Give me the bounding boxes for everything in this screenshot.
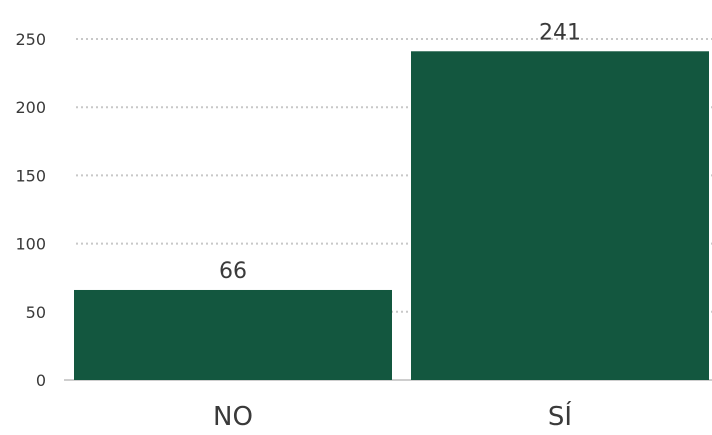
bar-sí <box>411 51 709 380</box>
data-label-sí: 241 <box>539 20 581 45</box>
category-label-no: NO <box>213 402 253 432</box>
y-axis: 0 50 100 150 200 250 <box>15 30 46 390</box>
y-tick-label-250: 250 <box>15 30 46 49</box>
y-tick-label-50: 50 <box>26 303 46 322</box>
data-labels: 66 241 <box>219 20 581 284</box>
y-tick-label-150: 150 <box>15 166 46 185</box>
y-tick-label-200: 200 <box>15 98 46 117</box>
category-label-sí: SÍ <box>548 400 572 432</box>
x-axis: NO SÍ <box>213 400 572 432</box>
y-tick-label-100: 100 <box>15 235 46 254</box>
bar-no <box>74 289 392 380</box>
data-label-no: 66 <box>219 259 247 284</box>
bars <box>74 51 709 380</box>
y-tick-label-0: 0 <box>36 371 46 390</box>
